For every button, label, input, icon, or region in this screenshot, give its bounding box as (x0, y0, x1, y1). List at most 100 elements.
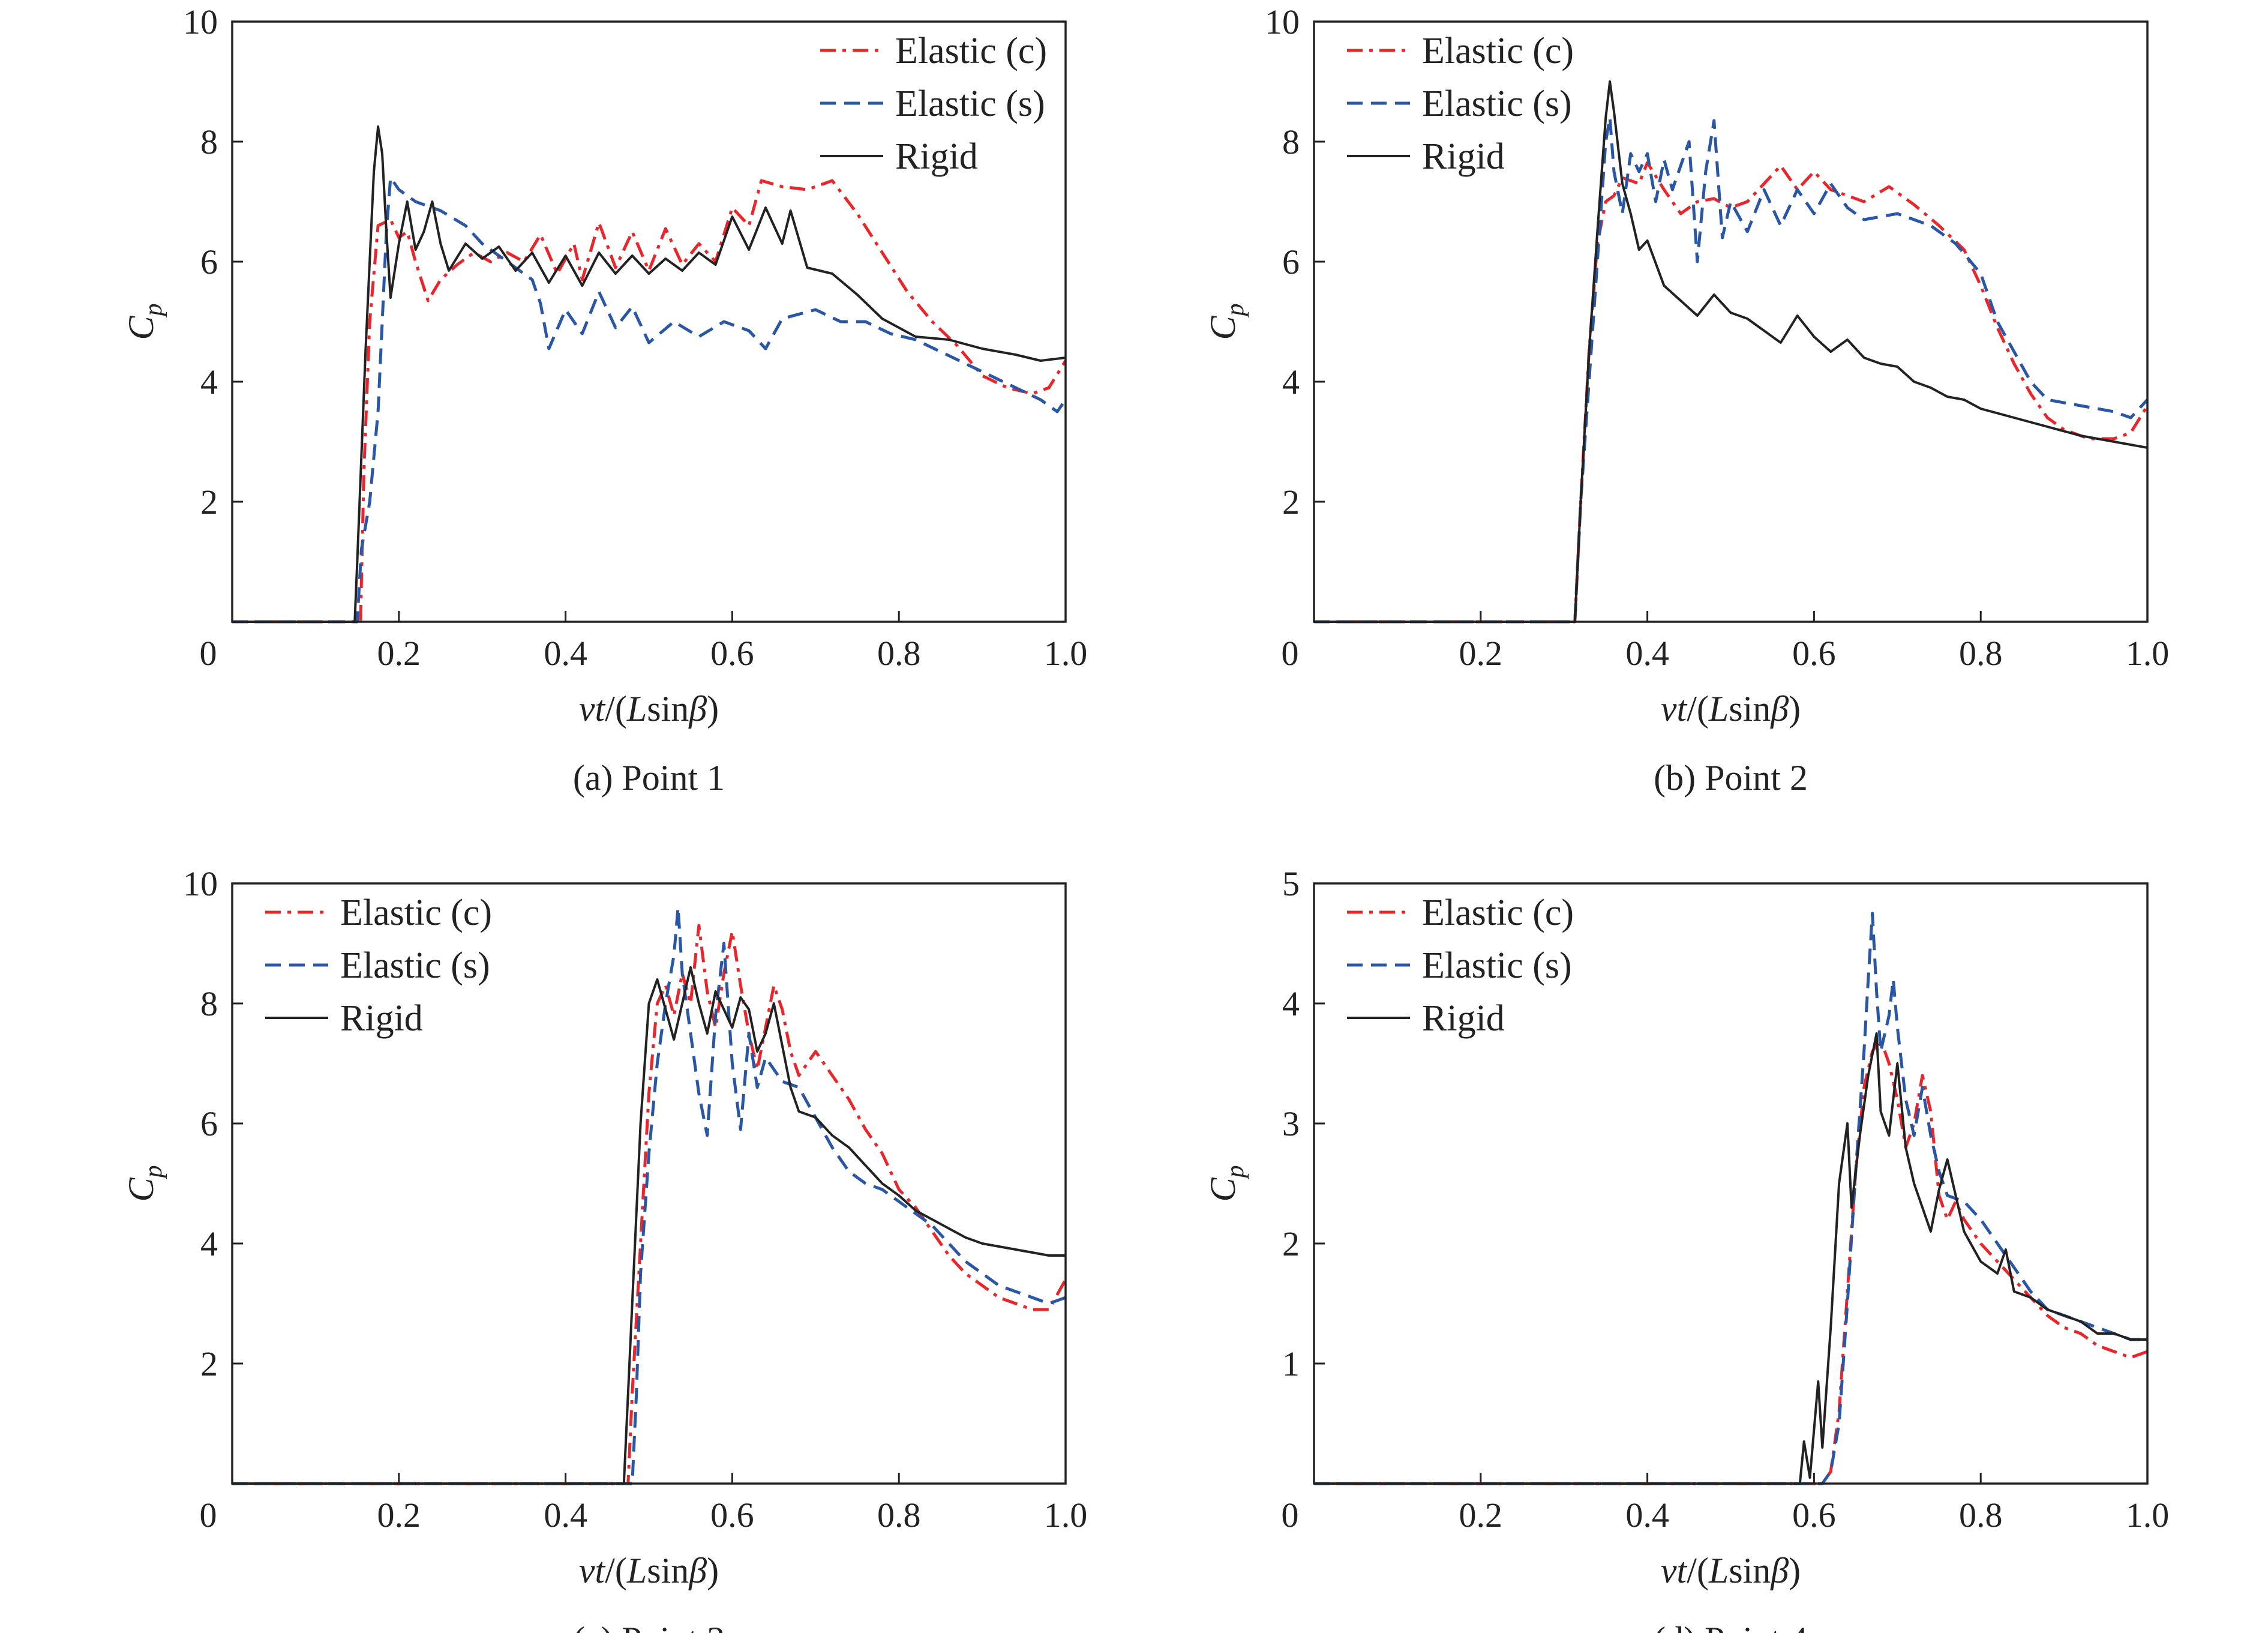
x-tick-label: 0.4 (544, 1496, 587, 1535)
panel-caption: (b) Point 2 (1654, 758, 1808, 798)
x-axis-label-part: L (1708, 1551, 1729, 1590)
x-axis-label-part: sin (647, 689, 689, 729)
x-tick-label: 0.6 (1792, 1496, 1836, 1535)
y-tick-label: 10 (1265, 2, 1300, 41)
series-line-rigid (232, 125, 1066, 623)
legend-label: Rigid (1422, 998, 1505, 1039)
x-tick-label: 0.4 (544, 634, 587, 673)
legend-label: Rigid (895, 136, 978, 177)
y-tick-label: 6 (1282, 242, 1300, 281)
chart-panel-1: 0.2 0.4 0.6 0.8 1.0 2 4 6 8 10 0 vt/(Lsinβ) Cp (a) Po… (121, 2, 1087, 798)
panel-caption: (c) Point 3 (573, 1620, 725, 1633)
x-axis-label-part: β (1770, 689, 1789, 729)
y-axis-label-sub: p (1222, 303, 1249, 317)
x-axis-label-part: L (626, 1551, 647, 1590)
series-line-rigid (1314, 1032, 2147, 1485)
y-tick-label: 6 (200, 1104, 218, 1143)
legend-label: Elastic (s) (895, 83, 1045, 124)
x-tick-label: 1.0 (2126, 1496, 2170, 1535)
y-axis-label-sub: p (140, 1165, 167, 1179)
x-axis-label-part: ) (1789, 1551, 1801, 1590)
x-axis-label-part: sin (1729, 1551, 1771, 1590)
chart-panel-2: 0.2 0.4 0.6 0.8 1.0 2 4 6 8 10 0 vt/(Lsinβ) Cp (b) Po… (1203, 2, 2169, 798)
plot-frame (231, 20, 1067, 623)
x-axis-label-part: β (1770, 1551, 1789, 1590)
x-tick-label: 0.8 (1959, 1496, 2003, 1535)
y-tick-label: 1 (1282, 1344, 1300, 1383)
x-tick-label: 0.6 (710, 1496, 754, 1535)
plot-frame (1313, 882, 2149, 1485)
x-tick-label: 0.8 (877, 1496, 921, 1535)
origin-label: 0 (200, 1496, 217, 1535)
legend-label: Elastic (s) (340, 945, 490, 986)
series-line-elastic-s (1314, 116, 2149, 624)
x-tick-label: 0.6 (1792, 634, 1836, 673)
legend-label: Elastic (c) (895, 31, 1047, 71)
x-axis-label-part: ) (707, 689, 719, 729)
y-tick-label: 3 (1282, 1104, 1300, 1143)
y-tick-label: 10 (183, 864, 218, 903)
x-tick-label: 0.8 (877, 634, 921, 673)
y-tick-label: 8 (200, 984, 218, 1023)
y-axis-label-main: C (1203, 1177, 1243, 1202)
plot-frame (231, 882, 1067, 1485)
y-tick-label: 8 (200, 122, 218, 161)
series-line-elastic-c (232, 179, 1067, 624)
y-tick-label: 6 (200, 242, 218, 281)
y-tick-label: 4 (1282, 362, 1300, 401)
legend-label: Elastic (c) (340, 892, 492, 933)
x-tick-label: 0.2 (377, 1496, 421, 1535)
x-axis-label: vt/(Lsinβ) (1661, 689, 1801, 729)
x-axis-label-part: β (688, 1551, 707, 1590)
x-axis-label-part: vt (1661, 1551, 1688, 1590)
chart-panel-3: 0.2 0.4 0.6 0.8 1.0 2 4 6 8 10 0 vt/(Lsinβ) Cp (c) Po… (121, 864, 1087, 1633)
x-axis-label-part: vt (1661, 689, 1688, 729)
x-tick-label: 0.2 (1459, 1496, 1503, 1535)
x-tick-label: 0.6 (710, 634, 754, 673)
legend-label: Rigid (340, 998, 423, 1039)
x-axis-label: vt/(Lsinβ) (579, 689, 719, 729)
y-tick-label: 2 (200, 483, 218, 522)
x-axis-label-part: L (1708, 689, 1729, 729)
x-axis-label: vt/(Lsinβ) (579, 1551, 719, 1590)
y-axis-label: Cp (121, 303, 167, 340)
x-tick-label: 0.4 (1625, 1496, 1669, 1535)
y-tick-label: 8 (1282, 122, 1300, 161)
y-axis-label-main: C (121, 316, 161, 340)
y-tick-label: 5 (1282, 864, 1300, 903)
origin-label: 0 (1282, 634, 1299, 673)
panel-caption: (d) Point 4 (1654, 1620, 1808, 1633)
x-axis-label-part: ) (707, 1551, 719, 1590)
y-axis-label: Cp (1203, 303, 1249, 340)
y-tick-label: 10 (183, 2, 218, 41)
x-axis-label-part: L (626, 689, 647, 729)
x-tick-label: 1.0 (1044, 634, 1088, 673)
x-axis-label-part: ) (1789, 689, 1801, 729)
legend-label: Elastic (c) (1422, 31, 1574, 71)
chart-panel-4: 0.2 0.4 0.6 0.8 1.0 1 2 3 4 5 0 vt/(Lsinβ) Cp (d) Poi… (1203, 864, 2169, 1633)
series-line-rigid (1314, 80, 2148, 623)
x-axis-label-part: sin (647, 1551, 689, 1590)
y-tick-label: 4 (1282, 984, 1300, 1023)
y-tick-label: 2 (1282, 1224, 1300, 1263)
x-axis-label-part: /( (605, 689, 627, 729)
y-tick-label: 2 (1282, 483, 1300, 522)
x-axis-label: vt/(Lsinβ) (1661, 1551, 1801, 1590)
y-axis-label-main: C (121, 1177, 161, 1202)
x-axis-label-part: vt (579, 689, 606, 729)
y-axis-label-main: C (1203, 316, 1243, 340)
x-axis-label-part: β (688, 689, 707, 729)
y-tick-label: 2 (200, 1344, 218, 1383)
x-axis-label-part: /( (605, 1551, 627, 1590)
x-axis-label-part: /( (1687, 1551, 1709, 1590)
series-line-elastic-c (1314, 161, 2149, 624)
series-line-elastic-s (232, 906, 1066, 1485)
legend-label: Elastic (s) (1422, 945, 1572, 986)
plot-frame (1313, 20, 2149, 623)
x-tick-label: 1.0 (2126, 634, 2170, 673)
y-axis-label-sub: p (140, 303, 167, 317)
y-axis-label: Cp (1203, 1165, 1249, 1201)
y-tick-label: 4 (200, 1224, 218, 1263)
legend-label: Rigid (1422, 136, 1505, 177)
